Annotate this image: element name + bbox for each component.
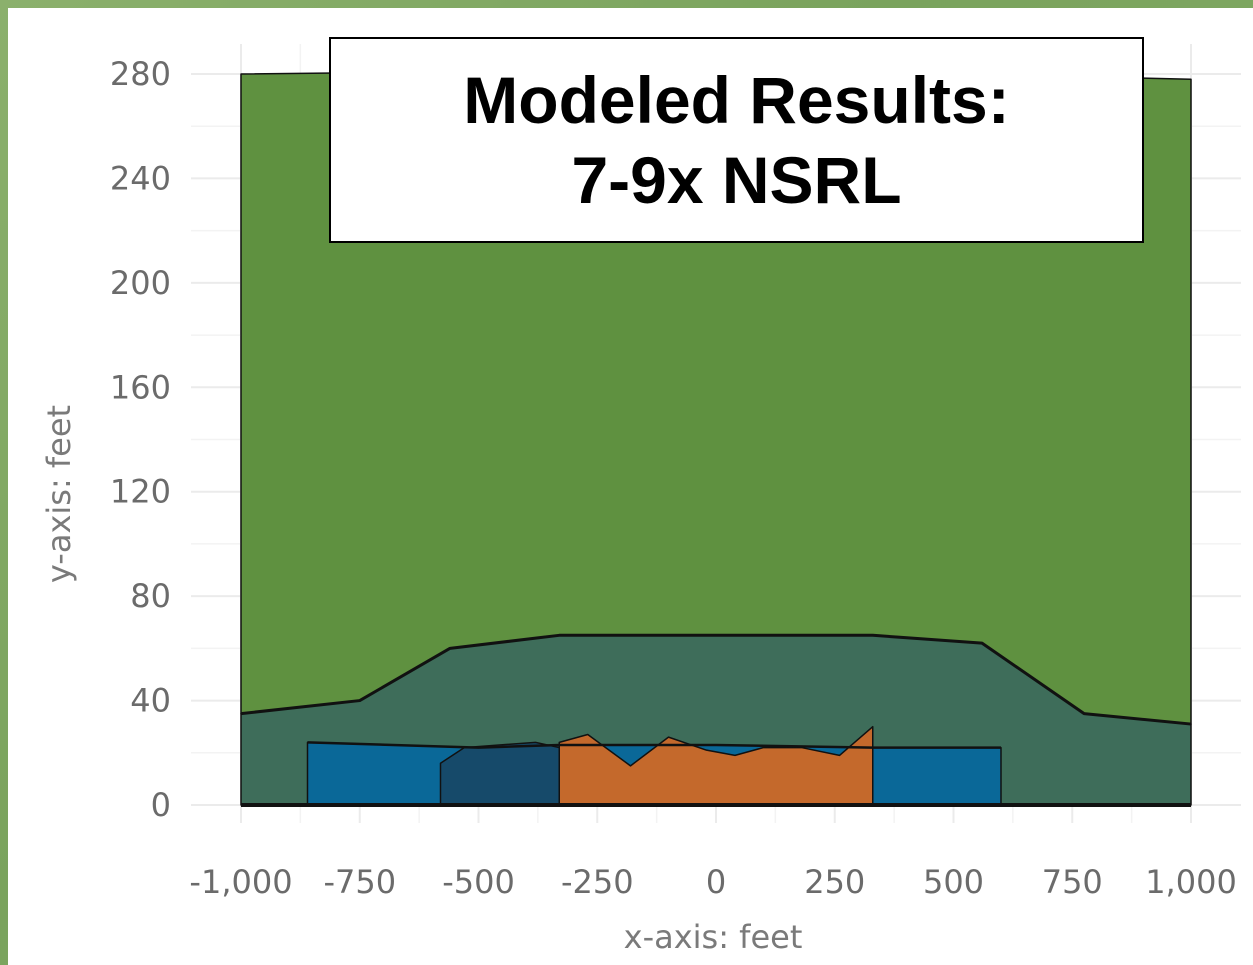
x-tick-label: 1,000 xyxy=(1145,863,1237,901)
x-tick-label: 500 xyxy=(923,863,984,901)
x-tick-label: -250 xyxy=(561,863,634,901)
y-tick-label: 280 xyxy=(110,55,171,93)
x-tick-label: -500 xyxy=(442,863,515,901)
chart-title-line-1: Modeled Results: xyxy=(463,63,1010,137)
y-tick-label: 200 xyxy=(110,264,171,302)
lower-boundary-line xyxy=(307,741,1001,749)
x-tick-label: -1,000 xyxy=(189,863,292,901)
x-axis-title: x-axis: feet xyxy=(624,918,803,956)
area-band-dark_blue xyxy=(439,741,560,806)
y-tick-label: 80 xyxy=(130,577,171,615)
chart-card: -1,000 -750 -500 -250 0 250 500 750 1,000 0 40 80 12… xyxy=(8,8,1253,965)
x-tick-label: -750 xyxy=(323,863,396,901)
chart-title-box: Modeled Results: 7-9x NSRL xyxy=(329,37,1144,243)
y-tick-label: 160 xyxy=(110,368,171,406)
x-tick-label: 0 xyxy=(706,863,726,901)
tick-layer: -1,000 -750 -500 -250 0 250 500 750 1,000 0 40 80 12… xyxy=(110,55,1237,901)
x-tick-label: 250 xyxy=(804,863,865,901)
chart-title-line-2: 7-9x NSRL xyxy=(571,143,902,217)
y-tick-label: 40 xyxy=(130,682,171,720)
y-axis-title: y-axis: feet xyxy=(40,405,78,583)
y-tick-label: 240 xyxy=(110,159,171,197)
boundary-line xyxy=(240,633,1192,726)
y-tick-label: 0 xyxy=(151,786,171,824)
x-tick-label: 750 xyxy=(1042,863,1103,901)
line-layer xyxy=(240,633,1192,807)
y-tick-label: 120 xyxy=(110,473,171,511)
